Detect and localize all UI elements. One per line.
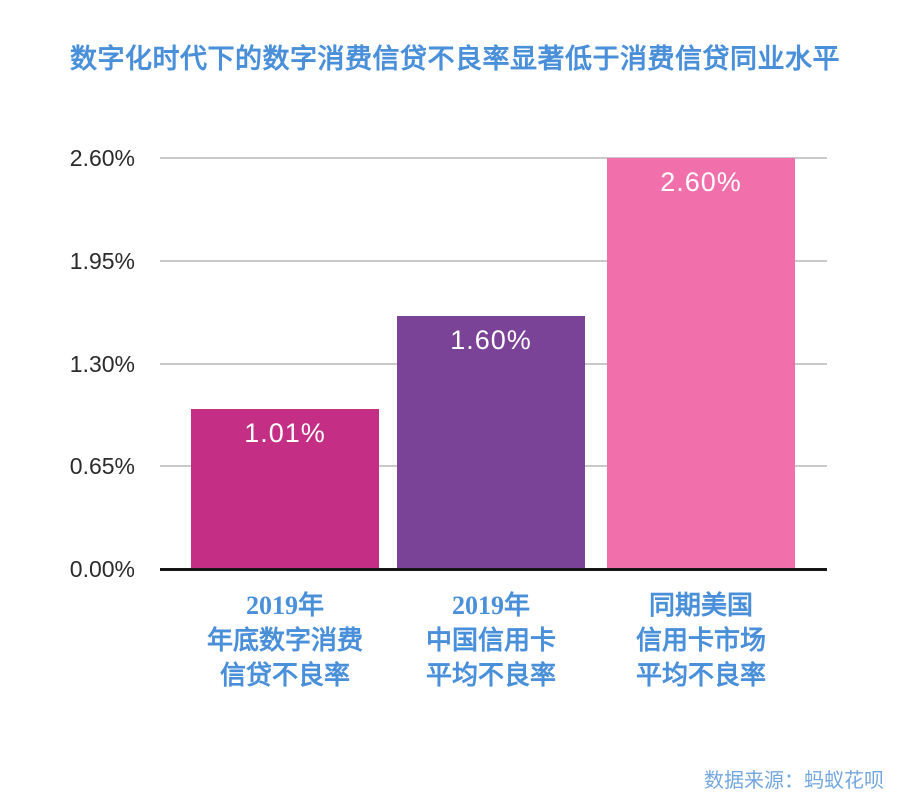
- x-axis-category-label: 2019年中国信用卡平均不良率: [341, 588, 641, 693]
- bar-1: 1.01%: [191, 409, 379, 569]
- y-axis-tick-label: 0.65%: [69, 453, 135, 480]
- x-axis-line: [160, 568, 827, 571]
- x-axis-category-label: 同期美国信用卡市场平均不良率: [551, 588, 851, 693]
- bar-3: 2.60%: [607, 158, 795, 569]
- x-axis-category-line: 平均不良率: [425, 661, 556, 690]
- gridline: [160, 259, 827, 262]
- x-axis-category-line: 信用卡市场: [635, 626, 766, 655]
- gridline: [160, 157, 827, 159]
- x-axis-category-line: 平均不良率: [635, 661, 766, 690]
- bar-value-label: 1.01%: [244, 418, 326, 448]
- bar-value-label: 2.60%: [660, 167, 742, 197]
- y-axis-tick-label: 1.30%: [69, 350, 135, 377]
- x-axis-category-line: 2019年: [245, 591, 324, 620]
- x-axis-category-line: 中国信用卡: [425, 626, 556, 655]
- y-axis-tick-label: 0.00%: [69, 556, 135, 582]
- y-axis-tick-label: 1.95%: [69, 247, 135, 274]
- bar-value-label: 1.60%: [450, 325, 532, 355]
- bar-2: 1.60%: [397, 316, 585, 569]
- x-axis-category-line: 2019年: [451, 591, 530, 620]
- x-axis-category-line: 信贷不良率: [219, 661, 350, 690]
- x-axis-category-line: 年底数字消费: [206, 626, 363, 655]
- source-note: 数据来源：蚂蚁花呗: [704, 770, 884, 792]
- x-axis-category-label: 2019年年底数字消费 信贷不良率: [135, 588, 435, 693]
- chart-title: 数字化时代下的数字消费信贷不良率显著低于消费信贷同业水平: [70, 44, 840, 74]
- x-axis-category-line: 同期美国: [648, 591, 753, 620]
- y-axis-tick-label: 2.60%: [69, 145, 135, 171]
